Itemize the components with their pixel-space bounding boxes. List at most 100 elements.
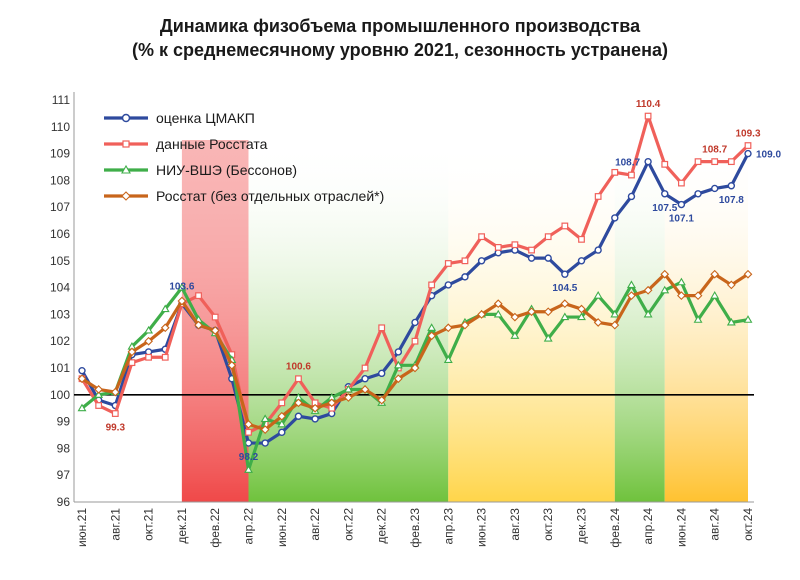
x-tick-label: авг.21 xyxy=(108,508,122,541)
data-point xyxy=(643,309,653,318)
x-tick-label: фев.23 xyxy=(408,508,422,548)
x-tick-label: окт.21 xyxy=(142,508,156,541)
legend-marker xyxy=(121,164,131,174)
data-point xyxy=(611,168,619,176)
data-point xyxy=(577,304,586,314)
x-tick-label: апр.24 xyxy=(641,508,655,545)
data-point xyxy=(278,428,286,437)
data-point xyxy=(460,320,470,330)
data-point xyxy=(260,425,270,435)
data-point xyxy=(694,158,702,166)
x-tick-label: авг.24 xyxy=(708,508,722,541)
data-label: 108.7 xyxy=(615,158,640,169)
legend-marker xyxy=(121,191,131,201)
data-label: 107.5 xyxy=(652,203,677,214)
data-label: 104.5 xyxy=(552,283,577,294)
x-tick-label: фев.22 xyxy=(208,508,222,548)
legend-marker xyxy=(122,140,130,148)
x-tick-label: окт.22 xyxy=(341,508,355,541)
data-point xyxy=(544,233,552,241)
data-label: 107.1 xyxy=(669,214,694,225)
x-tick-label: июн.24 xyxy=(674,508,688,547)
series-4 xyxy=(77,269,753,435)
data-point xyxy=(444,260,452,267)
legend-label: НИУ-ВШЭ (Бессонов) xyxy=(156,162,297,178)
data-point xyxy=(177,296,187,306)
series-2 xyxy=(78,112,752,436)
data-point xyxy=(427,323,437,331)
data-point xyxy=(543,333,553,342)
y-tick-label: 102 xyxy=(50,334,70,348)
data-point xyxy=(95,402,103,409)
data-point xyxy=(344,393,353,402)
data-point xyxy=(127,347,137,357)
data-point xyxy=(661,160,669,168)
data-point xyxy=(94,390,104,398)
data-point xyxy=(360,385,370,394)
data-point xyxy=(194,320,203,330)
data-point xyxy=(294,398,303,408)
data-label: 109.3 xyxy=(735,129,760,140)
data-point xyxy=(210,326,220,335)
data-point xyxy=(244,419,253,429)
data-point xyxy=(627,192,636,201)
data-point xyxy=(477,310,486,319)
data-point xyxy=(377,395,387,405)
x-tick-label: дек.21 xyxy=(175,508,189,544)
data-point xyxy=(610,309,620,318)
y-tick-label: 103 xyxy=(50,307,70,321)
legend-item: данные Росстата xyxy=(104,136,268,152)
data-label: 99.3 xyxy=(106,423,126,434)
data-label: 100.6 xyxy=(286,362,311,373)
chart-title-line2: (% к среднемесячному уровню 2021, сезонн… xyxy=(131,40,669,60)
data-point xyxy=(710,269,720,279)
data-point xyxy=(278,399,286,407)
data-point xyxy=(693,315,703,323)
x-tick-label: июн.21 xyxy=(75,508,89,547)
data-point xyxy=(443,355,453,364)
data-point xyxy=(493,299,503,309)
y-tick-label: 111 xyxy=(52,93,71,107)
x-tick-label: авг.23 xyxy=(508,508,522,541)
x-tick-label: окт.24 xyxy=(741,508,755,541)
data-point xyxy=(227,360,237,370)
data-point xyxy=(361,364,369,372)
data-point xyxy=(410,363,420,373)
data-point xyxy=(626,280,636,288)
x-tick-label: фев.24 xyxy=(608,508,622,548)
data-point xyxy=(94,385,104,394)
data-point xyxy=(294,412,303,420)
data-point xyxy=(660,269,670,279)
data-point xyxy=(527,254,536,262)
data-point xyxy=(427,331,437,341)
data-point xyxy=(77,403,87,412)
data-point xyxy=(393,374,403,384)
data-point xyxy=(145,353,153,361)
data-point xyxy=(543,307,553,317)
data-point xyxy=(677,200,686,209)
shaded-period xyxy=(448,140,615,502)
x-tick-label: дек.22 xyxy=(375,508,389,544)
data-point xyxy=(111,410,119,417)
data-point xyxy=(578,235,585,243)
data-point xyxy=(277,411,287,421)
legend-label: оценка ЦМАКП xyxy=(156,110,255,126)
data-point xyxy=(361,375,369,383)
data-point xyxy=(677,179,685,187)
data-point xyxy=(610,320,620,330)
y-tick-label: 101 xyxy=(50,361,70,375)
data-label: 98.2 xyxy=(239,452,259,463)
data-point xyxy=(510,331,520,339)
y-tick-label: 99 xyxy=(57,415,71,429)
data-point xyxy=(593,291,603,299)
legend-item: оценка ЦМАКП xyxy=(104,110,255,126)
y-tick-label: 108 xyxy=(50,173,70,187)
data-point xyxy=(245,428,252,436)
legend-label: данные Росстата xyxy=(156,136,268,152)
data-point xyxy=(710,291,720,299)
data-point xyxy=(726,317,736,326)
y-tick-label: 109 xyxy=(50,147,70,161)
data-point xyxy=(660,285,670,294)
data-point xyxy=(444,281,452,289)
